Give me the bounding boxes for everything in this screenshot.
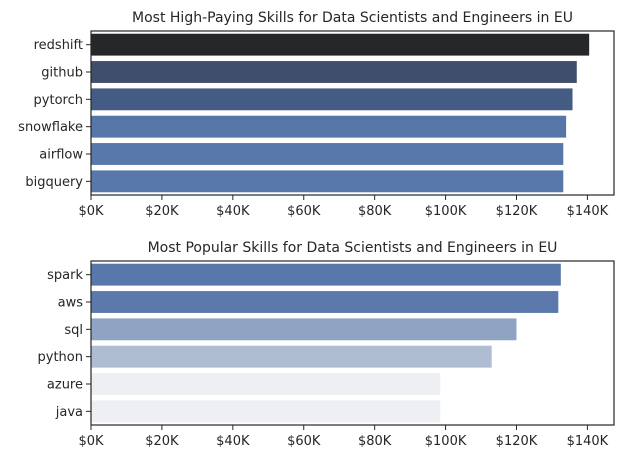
x-tick-label: $140K	[567, 434, 609, 449]
bar-azure	[91, 373, 441, 395]
y-tick-label-pytorch: pytorch	[34, 93, 83, 108]
x-tick-label: $140K	[567, 204, 609, 219]
x-tick-label: $60K	[287, 204, 321, 219]
chart-panel-1: Most High-Paying Skills for Data Scienti…	[18, 10, 615, 219]
x-tick-label: $0K	[78, 434, 104, 449]
bar-java	[91, 400, 441, 423]
y-tick-label-sql: sql	[64, 323, 83, 338]
x-tick-label: $60K	[287, 434, 321, 449]
bar-sql	[91, 318, 517, 341]
bar-pytorch	[91, 88, 573, 111]
bar-airflow	[91, 143, 564, 165]
y-tick-label-java: java	[55, 405, 83, 420]
x-tick-label: $40K	[216, 434, 250, 449]
y-tick-label-azure: azure	[47, 378, 83, 393]
bar-snowflake	[91, 115, 567, 138]
x-tick-label: $80K	[358, 204, 392, 219]
x-tick-label: $120K	[496, 204, 538, 219]
y-tick-label-aws: aws	[58, 296, 84, 311]
x-tick-label: $40K	[216, 204, 250, 219]
bar-spark	[91, 263, 561, 286]
bar-python	[91, 345, 492, 368]
bar-bigquery	[91, 170, 564, 193]
bar-redshift	[91, 33, 590, 56]
axes-frame	[90, 260, 615, 426]
x-tick-label: $20K	[145, 204, 179, 219]
x-tick-label: $100K	[425, 434, 467, 449]
x-tick-label: $0K	[78, 204, 104, 219]
chart-panel-2: Most Popular Skills for Data Scientists …	[38, 240, 615, 449]
chart-title: Most High-Paying Skills for Data Scienti…	[132, 10, 573, 26]
y-tick-label-github: github	[41, 66, 83, 81]
y-tick-label-snowflake: snowflake	[18, 120, 83, 135]
x-tick-label: $120K	[496, 434, 538, 449]
y-tick-label-bigquery: bigquery	[25, 175, 83, 190]
y-tick-label-redshift: redshift	[34, 38, 83, 53]
y-tick-label-python: python	[38, 350, 83, 365]
y-tick-label-spark: spark	[47, 268, 83, 283]
x-tick-label: $20K	[145, 434, 179, 449]
axes-frame	[90, 30, 615, 196]
bar-github	[91, 61, 577, 83]
x-tick-label: $100K	[425, 204, 467, 219]
y-tick-label-airflow: airflow	[39, 148, 83, 163]
bar-aws	[91, 291, 559, 313]
chart-title: Most Popular Skills for Data Scientists …	[148, 240, 558, 256]
x-tick-label: $80K	[358, 434, 392, 449]
